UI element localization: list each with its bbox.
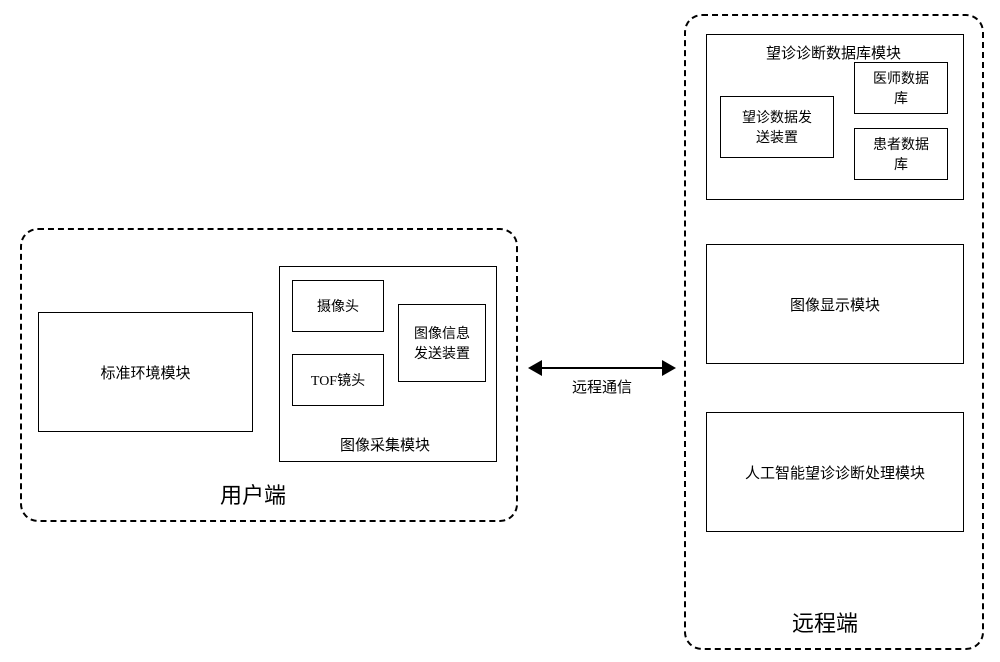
remote-title: 远程端: [792, 606, 858, 638]
client-title-text: 用户端: [220, 483, 286, 508]
camera-box: 摄像头: [292, 280, 384, 332]
doctor-database-box: 医师数据 库: [854, 62, 948, 114]
ai-diagnosis-module-label: 人工智能望诊诊断处理模块: [745, 462, 925, 483]
remote-title-text: 远程端: [792, 611, 858, 636]
camera-label: 摄像头: [317, 296, 359, 316]
remote-communication-label: 远程通信: [572, 376, 632, 397]
standard-environment-module: 标准环境模块: [38, 312, 253, 432]
doctor-database-label: 医师数据 库: [873, 68, 929, 108]
image-capture-module-label: 图像采集模块: [340, 434, 430, 455]
diagnosis-database-module-label-text: 望诊诊断数据库模块: [766, 46, 901, 62]
diagnosis-database-module-label: 望诊诊断数据库模块: [766, 42, 901, 63]
client-title: 用户端: [220, 478, 286, 510]
image-info-sender-label: 图像信息 发送装置: [414, 323, 470, 363]
tof-lens-box: TOF镜头: [292, 354, 384, 406]
ai-diagnosis-module: 人工智能望诊诊断处理模块: [706, 412, 964, 532]
tof-label: TOF镜头: [311, 370, 365, 390]
image-info-sender-box: 图像信息 发送装置: [398, 304, 486, 382]
diagnosis-data-sender-label: 望诊数据发 送装置: [742, 107, 812, 147]
patient-database-label: 患者数据 库: [873, 134, 929, 174]
remote-communication-link: 远程通信: [528, 356, 676, 397]
patient-database-box: 患者数据 库: [854, 128, 948, 180]
image-capture-module-label-text: 图像采集模块: [340, 438, 430, 454]
image-display-module-label: 图像显示模块: [790, 294, 880, 315]
image-display-module: 图像显示模块: [706, 244, 964, 364]
diagnosis-data-sender-box: 望诊数据发 送装置: [720, 96, 834, 158]
standard-environment-label: 标准环境模块: [100, 362, 190, 383]
